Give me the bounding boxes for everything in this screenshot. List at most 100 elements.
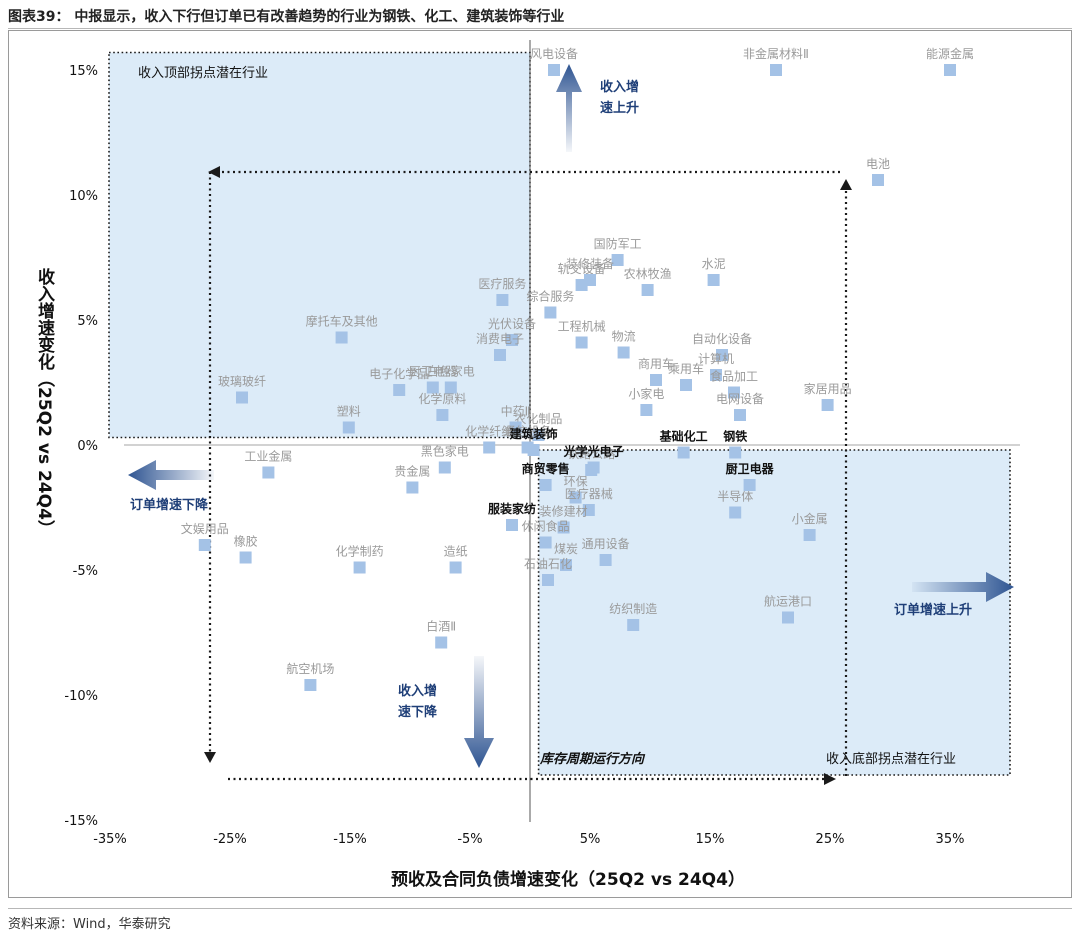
data-point <box>539 479 552 491</box>
data-point <box>506 519 518 531</box>
data-label: 航空机场 <box>286 661 334 676</box>
data-point <box>728 386 740 399</box>
data-point <box>557 521 570 534</box>
x-tick-label: -15% <box>333 832 367 847</box>
data-point <box>426 381 439 394</box>
revenue-up-label-1: 收入增 <box>600 79 639 95</box>
data-label: 服装家纺 <box>488 501 536 516</box>
data-label: 非金属材料Ⅱ <box>743 46 809 61</box>
data-point <box>449 561 462 574</box>
data-label: 通信设备 <box>504 425 552 439</box>
data-point <box>734 409 746 421</box>
data-label: 铁路公路 <box>567 446 615 461</box>
x-tick-label: 15% <box>696 832 725 847</box>
quadrant-top-box <box>108 51 531 439</box>
data-point <box>617 346 630 359</box>
chart-frame <box>8 30 1072 898</box>
data-label: 医疗服务 <box>478 276 526 291</box>
data-point <box>944 64 956 76</box>
orders-down-label: 订单增速下降 <box>130 497 209 513</box>
data-label: 化学纤维 <box>465 424 513 439</box>
data-point <box>821 399 834 411</box>
revenue-down-label-2: 速下降 <box>398 704 438 720</box>
data-label: 贵金属 <box>394 464 430 479</box>
data-label: 商用车 <box>638 356 674 371</box>
data-point <box>569 491 582 504</box>
data-point <box>560 559 572 571</box>
y-axis-title: 收入增速变化（25Q2 vs 24Q4） <box>34 267 55 537</box>
data-label: 工业金属 <box>244 449 292 464</box>
data-point <box>640 404 653 416</box>
x-tick-label: 5% <box>580 832 601 847</box>
data-point <box>770 64 782 76</box>
cycle-arrowhead-down <box>204 752 216 763</box>
footer-divider <box>8 908 1072 909</box>
y-tick-label: 5% <box>77 314 98 329</box>
data-label: 国防军工 <box>594 236 642 251</box>
data-label: 装修建材 <box>540 504 588 519</box>
data-label: 商贸零售 <box>522 461 570 476</box>
data-label: 半导体 <box>717 490 753 504</box>
data-label: 家居用品 <box>804 381 852 396</box>
data-label: 电网设备 <box>716 392 764 406</box>
data-point <box>584 274 596 286</box>
data-label: 煤炭 <box>554 542 578 556</box>
data-label: 石油石化 <box>524 557 572 571</box>
data-point <box>680 379 692 391</box>
data-label: 化学制药 <box>336 544 384 559</box>
data-point <box>743 479 756 491</box>
data-label: 塑料 <box>337 404 361 419</box>
data-point <box>803 529 816 541</box>
data-label: 电子化学品 <box>369 366 429 381</box>
x-tick-label: 25% <box>816 832 845 847</box>
data-point <box>262 466 275 479</box>
chart-title: 图表39： 中报显示，收入下行但订单已有改善趋势的行业为钢铁、化工、建筑装饰等行… <box>8 9 565 25</box>
y-tick-label: 15% <box>69 64 98 79</box>
y-tick-label: 0% <box>77 439 98 454</box>
data-label: 黑色家电 <box>421 444 469 459</box>
data-point <box>239 551 252 564</box>
data-point <box>444 381 457 394</box>
data-point <box>677 446 690 459</box>
data-label: 轨交设备 <box>558 261 606 276</box>
data-label: 环保 <box>564 475 588 489</box>
revenue-up-arrow <box>556 64 582 152</box>
data-point <box>436 409 449 421</box>
cycle-arrowhead-up <box>840 179 852 190</box>
data-label: 厨卫电器 <box>409 365 457 379</box>
data-point <box>627 619 640 631</box>
data-label: 能源金属 <box>926 46 974 61</box>
cycle-arrowhead-right <box>824 773 836 785</box>
data-point <box>707 274 720 286</box>
revenue-up-label-2: 速上升 <box>600 100 639 116</box>
revenue-down-label-1: 收入增 <box>398 683 437 699</box>
data-label: 建筑装饰 <box>509 426 558 441</box>
x-tick-label: -5% <box>457 832 482 847</box>
data-label: 农化制品 <box>514 412 562 426</box>
data-label: 农林牧渔 <box>624 267 672 281</box>
source-note: 资料来源：Wind，华泰研究 <box>8 917 171 932</box>
data-label: 电池 <box>866 157 890 171</box>
data-label: 白色家电 <box>427 364 475 379</box>
x-tick-label: -25% <box>213 832 247 847</box>
data-point <box>542 574 554 586</box>
data-label: 化学原料 <box>418 391 466 406</box>
data-label: 摩托车及其他 <box>306 314 378 329</box>
data-label: 厨卫电器 <box>726 461 775 476</box>
data-point <box>532 429 545 441</box>
data-point <box>611 254 624 266</box>
orders-up-label: 订单增速上升 <box>894 602 972 618</box>
data-label: 小家电 <box>628 386 664 401</box>
data-label: 橡胶 <box>234 534 258 549</box>
revenue-down-arrow <box>464 656 494 768</box>
quadrant-bottom-box <box>537 449 1011 776</box>
orders-up-arrow <box>912 572 1014 602</box>
x-axis-title: 预收及合同负债增速变化（25Q2 vs 24Q4） <box>391 869 745 890</box>
x-tick-label: -35% <box>93 832 127 847</box>
data-label: 水泥 <box>702 257 726 271</box>
data-point <box>435 636 448 649</box>
data-point <box>729 446 742 459</box>
cycle-direction-label: 库存周期运行方向 <box>539 751 646 767</box>
data-point <box>527 444 540 456</box>
data-label: 基础化工 <box>659 429 708 444</box>
